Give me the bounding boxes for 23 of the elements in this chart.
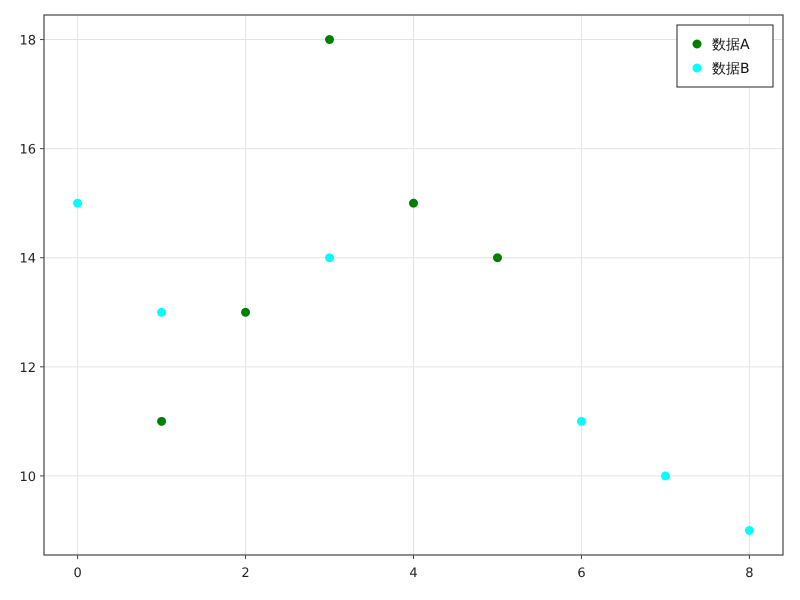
y-tick-label: 12 [19, 360, 36, 376]
y-tick-label: 10 [19, 470, 36, 485]
point [241, 308, 250, 317]
x-tick-label: 8 [745, 566, 754, 581]
y-tick-label: 18 [19, 34, 36, 49]
point [492, 253, 502, 262]
x-tick-label: 2 [241, 566, 250, 581]
point [73, 198, 82, 208]
y-tick-label: 14 [19, 252, 36, 267]
x-tick-label: 6 [577, 566, 586, 581]
point [325, 35, 334, 44]
x-tick-label: 4 [409, 566, 418, 581]
legend-label: 数据B [712, 61, 750, 77]
point [744, 526, 754, 535]
y-tick-label: 16 [19, 142, 36, 158]
legend-label: 数据A [712, 37, 750, 53]
point [157, 308, 166, 317]
x-tick-label: 0 [73, 566, 82, 581]
point [660, 471, 670, 480]
point [325, 253, 334, 262]
point [157, 416, 166, 426]
point [576, 416, 586, 426]
point [409, 198, 418, 208]
